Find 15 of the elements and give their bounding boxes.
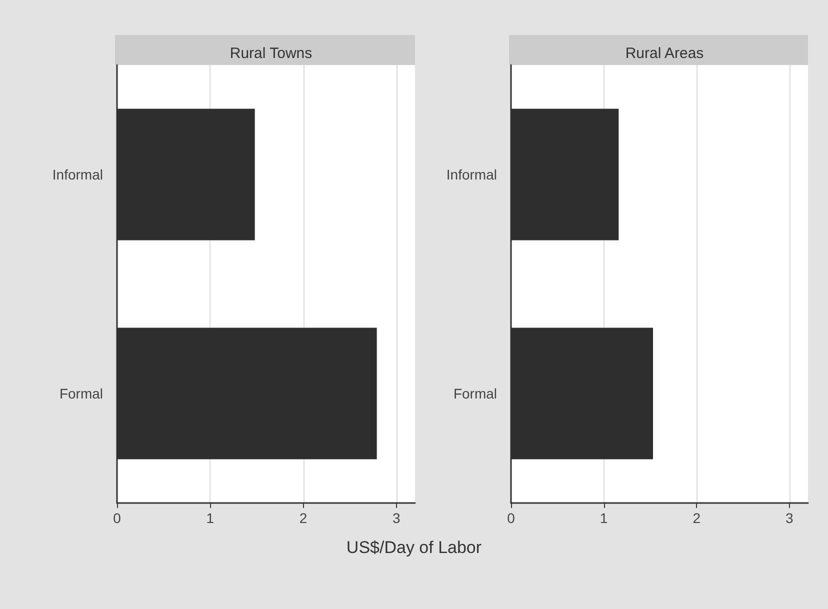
x-tick-label: 1 bbox=[600, 510, 608, 526]
x-tick-label: 3 bbox=[786, 510, 794, 526]
x-tick-label: 3 bbox=[392, 510, 400, 526]
x-tick-label: 0 bbox=[113, 510, 122, 526]
x-tick-label: 2 bbox=[299, 510, 308, 526]
chart-title: Rural Areas bbox=[625, 45, 704, 62]
y-tick-label: Formal bbox=[59, 386, 103, 402]
x-axis-title: US$/Day of Labor bbox=[345, 538, 483, 558]
y-tick-label: Informal bbox=[446, 166, 497, 182]
y-tick-label: Informal bbox=[52, 166, 103, 182]
x-tick-label: 1 bbox=[206, 510, 214, 526]
y-tick-label: Formal bbox=[453, 386, 497, 402]
chart-title: Rural Towns bbox=[230, 45, 312, 62]
x-tick-label: 2 bbox=[692, 510, 701, 526]
x-tick-label: 0 bbox=[507, 510, 516, 526]
